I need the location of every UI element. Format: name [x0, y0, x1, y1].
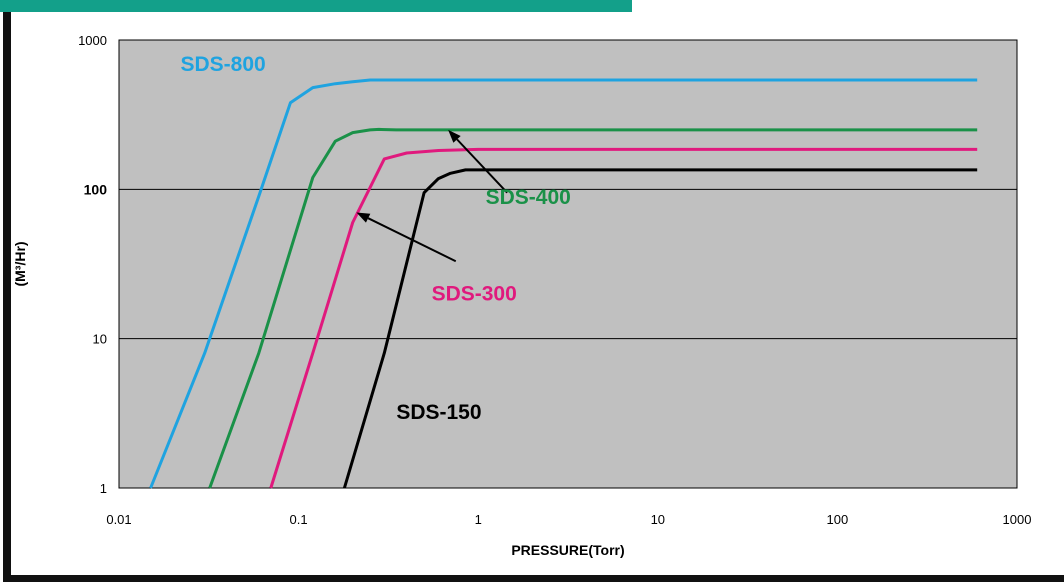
x-tick-label: 0.1	[290, 512, 308, 527]
y-tick-label: 1000	[78, 33, 107, 48]
x-tick-label: 10	[651, 512, 665, 527]
series-labels: SDS-800 SDS-400 SDS-300 SDS-150	[180, 53, 570, 424]
frame-left-border	[3, 12, 11, 582]
series-line-sds-300	[269, 147, 978, 489]
x-tick-label: 1000	[1003, 512, 1032, 527]
y-tick-label: 1	[100, 481, 107, 496]
annotation-arrow-head	[356, 212, 371, 223]
series-lines	[149, 78, 978, 489]
y-tick-label: 100	[84, 181, 108, 197]
x-tick-label: 100	[827, 512, 849, 527]
x-tick-label: 0.01	[106, 512, 131, 527]
annotation-arrow-line	[367, 217, 457, 263]
series-line-sds-150	[342, 168, 978, 489]
series-line-sds-800	[149, 78, 978, 489]
top-accent-bar	[0, 0, 632, 12]
x-tick-label: 1	[475, 512, 482, 527]
annotation-arrow-line	[456, 138, 508, 194]
series-label-sds-150: SDS-150	[396, 401, 481, 424]
y-tick-label: 10	[93, 332, 107, 347]
frame-bottom-border	[3, 575, 1064, 582]
y-axis-ticks: 1 10 100 1000	[78, 33, 107, 496]
gridlines	[119, 188, 1017, 340]
y-axis-title: (M³/Hr)	[12, 241, 28, 286]
annotation-arrow-head	[448, 129, 461, 143]
series-label-sds-300: SDS-300	[432, 283, 517, 306]
x-axis-title: PRESSURE(Torr)	[511, 542, 624, 558]
x-axis-ticks: 0.01 0.1 1 10 100 1000	[106, 512, 1031, 527]
series-label-sds-800: SDS-800	[180, 53, 265, 76]
annotation-arrows	[356, 129, 508, 263]
series-line-sds-400	[208, 127, 978, 489]
plot-area	[118, 39, 1018, 489]
series-label-sds-400: SDS-400	[486, 186, 571, 209]
